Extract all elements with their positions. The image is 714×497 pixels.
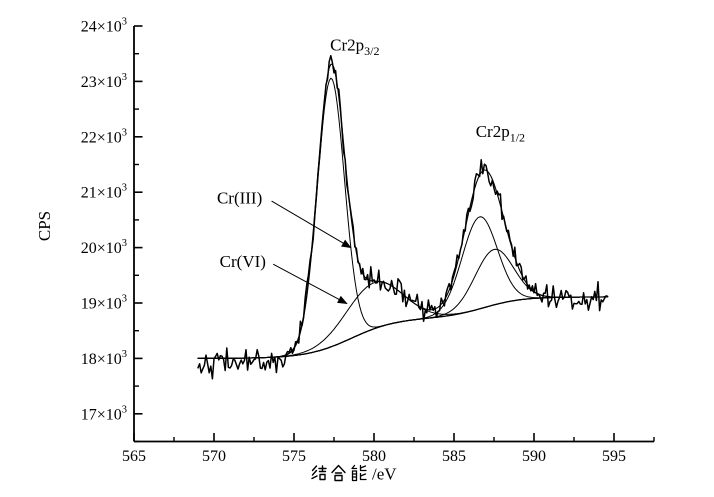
x-axis-title-unit: /eV <box>372 465 397 484</box>
y-tick-label: 21×103 <box>81 183 127 202</box>
annotation-label-cr2p12: Cr2p1/2 <box>476 122 525 145</box>
annotation-label-cr2p32: Cr2p3/2 <box>330 35 379 58</box>
y-tick-label: 22×103 <box>81 127 127 146</box>
y-tick-label: 24×103 <box>81 17 127 36</box>
cjk-glyph-neng <box>351 464 367 482</box>
background-curve <box>197 296 609 360</box>
y-tick-label: 23×103 <box>81 72 127 91</box>
annotation-arrow-cr3 <box>271 200 352 249</box>
cjk-glyph-he <box>331 464 346 482</box>
x-tick-label: 580 <box>362 448 386 465</box>
annotation-arrow-cr6 <box>272 263 348 305</box>
x-tick-label: 565 <box>122 448 146 465</box>
y-tick-label: 19×103 <box>81 294 127 313</box>
y-tick-label: 20×103 <box>81 238 127 257</box>
fit-component-curve-1 <box>197 77 609 359</box>
x-axis-title: /eV <box>311 464 397 484</box>
annotation-label-cr6: Cr(VI) <box>220 252 266 271</box>
fit-envelope-curve <box>197 63 609 359</box>
plot-area: 24×103 23×103 22×103 21×103 20×103 19×103 18×1… <box>81 17 655 465</box>
y-axis-title: CPS <box>35 211 54 241</box>
y-tick-label: 17×103 <box>81 404 127 423</box>
x-tick-label: 585 <box>442 448 466 465</box>
x-tick-label: 595 <box>602 448 626 465</box>
cjk-glyph-jie <box>311 465 327 481</box>
x-tick-label: 590 <box>522 448 546 465</box>
raw-spectrum-trace <box>197 54 609 380</box>
x-tick-label: 575 <box>282 448 306 465</box>
annotation-label-cr3: Cr(III) <box>217 188 262 207</box>
x-tick-label: 570 <box>202 448 226 465</box>
y-tick-label: 18×103 <box>81 349 127 368</box>
